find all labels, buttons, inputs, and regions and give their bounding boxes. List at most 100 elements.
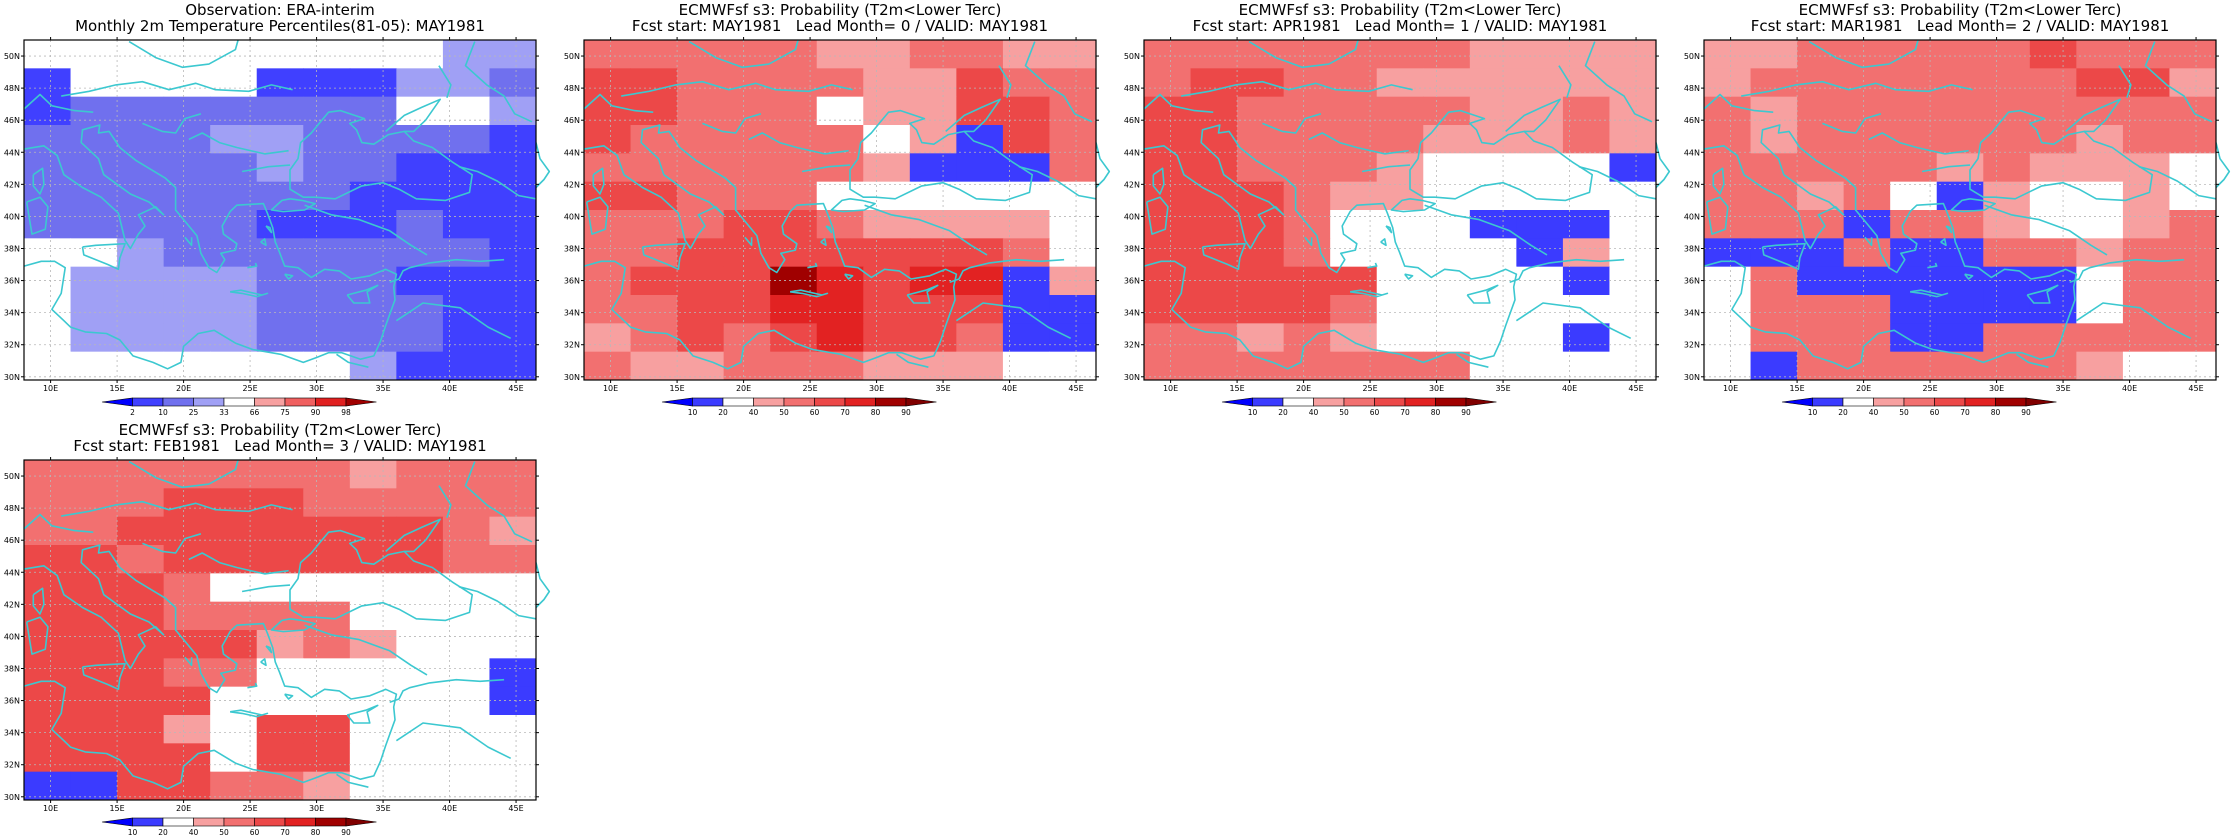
lat-tick-label: 32N: [1684, 341, 1700, 350]
coastline: [395, 302, 512, 340]
grid-cell: [70, 238, 118, 268]
coastline: [247, 682, 258, 689]
grid-cell: [256, 630, 304, 659]
coastline: [641, 242, 686, 271]
grid-cell: [442, 295, 490, 324]
grid-cell: [677, 210, 725, 239]
color-bar-label: 2: [130, 408, 135, 417]
color-bar-label: 80: [1991, 408, 2001, 417]
grid-cell: [2122, 323, 2170, 353]
grid-cell: [1983, 351, 2031, 381]
color-bar-label: 50: [219, 828, 229, 837]
color-bar-segment: [315, 397, 347, 407]
grid-cell: [1562, 96, 1610, 126]
color-bar: 10 20 40 50 60 70 80 90: [661, 397, 937, 417]
grid-cell: [70, 125, 118, 154]
grid-cell: [1237, 238, 1285, 268]
color-bar-segment: [223, 397, 255, 407]
coastline: [289, 109, 473, 202]
grid-cell: [349, 545, 397, 574]
grid-cell: [909, 125, 957, 154]
grid-cell: [1609, 181, 1657, 211]
grid-cell: [863, 40, 911, 69]
grid-cell: [1936, 125, 1984, 154]
grid-cell: [1283, 295, 1331, 324]
grid-cell: [1283, 266, 1331, 296]
coastline: [1509, 258, 1625, 283]
coastline: [188, 132, 289, 155]
lon-tick-label: 35E: [935, 384, 950, 393]
grid-cell: [70, 460, 118, 489]
grid-cell: [349, 181, 397, 211]
grid-cell: [1750, 210, 1798, 239]
lat-tick-label: 40N: [1124, 212, 1140, 221]
coastline: [2118, 65, 2132, 98]
grid-cell: [303, 771, 351, 801]
grid-cell: [349, 125, 397, 154]
grid-cell: [1469, 323, 1517, 353]
grid-cell: [442, 266, 490, 296]
coastline: [1655, 142, 1671, 189]
grid-cell: [256, 351, 304, 381]
color-bar-segment: [284, 397, 316, 407]
color-bar-label: 75: [280, 408, 290, 417]
grid-cell: [1330, 96, 1378, 126]
coastline: [906, 284, 939, 304]
color-bar-label: 20: [1278, 408, 1288, 417]
coastline: [789, 289, 829, 298]
grid-cell: [396, 351, 444, 381]
grid-cell: [1190, 351, 1238, 381]
color-bar-segment: [1404, 397, 1436, 407]
color-bar-label: 90: [1461, 408, 1471, 417]
coastline: [389, 678, 505, 703]
lat-tick-label: 38N: [1684, 244, 1700, 253]
lon-tick-label: 10E: [603, 384, 618, 393]
grid-cell: [117, 460, 165, 489]
grid-cell: [210, 210, 258, 239]
lat-tick-label: 40N: [564, 212, 580, 221]
grid-cell: [2169, 40, 2217, 69]
grid-cell: [1750, 125, 1798, 154]
color-bar-segment: [905, 397, 937, 407]
grid-cell: [1843, 238, 1891, 268]
grid-cell: [1983, 125, 2031, 154]
grid-cell: [256, 68, 304, 98]
grid-cell: [863, 125, 911, 154]
grid-cell: [210, 40, 258, 69]
grid-cell: [1002, 238, 1050, 268]
color-bar-segment: [1435, 397, 1467, 407]
grid-cell: [1237, 68, 1285, 98]
coastline: [2069, 258, 2185, 283]
grid-cell: [24, 238, 72, 268]
grid-cell: [770, 210, 818, 239]
grid-cell: [442, 658, 490, 688]
coastline: [1864, 236, 1873, 247]
grid-cell: [163, 96, 211, 126]
grid-cell: [349, 460, 397, 489]
grid-cell: [1516, 153, 1564, 183]
grid-cell: [1562, 125, 1610, 154]
grid-cell: [442, 573, 490, 603]
map-panel-lead2: ECMWFsf s3: Probability (T2m<Lower Terc)…: [1680, 0, 2240, 420]
grid-cell: [2076, 68, 2124, 98]
grid-cell: [1049, 153, 1097, 183]
lon-tick-label: 15E: [669, 384, 684, 393]
grid-cell: [630, 153, 678, 183]
grid-cell: [489, 771, 537, 801]
grid-cell: [1330, 210, 1378, 239]
grid-cell: [1936, 351, 1984, 381]
coastline: [1018, 165, 1097, 200]
grid-cell: [770, 40, 818, 69]
grid-cell: [349, 238, 397, 268]
grid-cell: [1890, 238, 1938, 268]
grid-cell: [1002, 210, 1050, 239]
coastlines: [1143, 39, 1671, 370]
data-cells: [24, 40, 537, 381]
lat-tick-label: 46N: [4, 116, 20, 125]
panel-subtitle: Monthly 2m Temperature Percentiles(81-05…: [75, 17, 485, 35]
grid-cell: [163, 771, 211, 801]
grid-cell: [723, 153, 771, 183]
coastline: [25, 196, 49, 235]
color-bar-label: 90: [901, 408, 911, 417]
coastlines: [23, 459, 551, 790]
